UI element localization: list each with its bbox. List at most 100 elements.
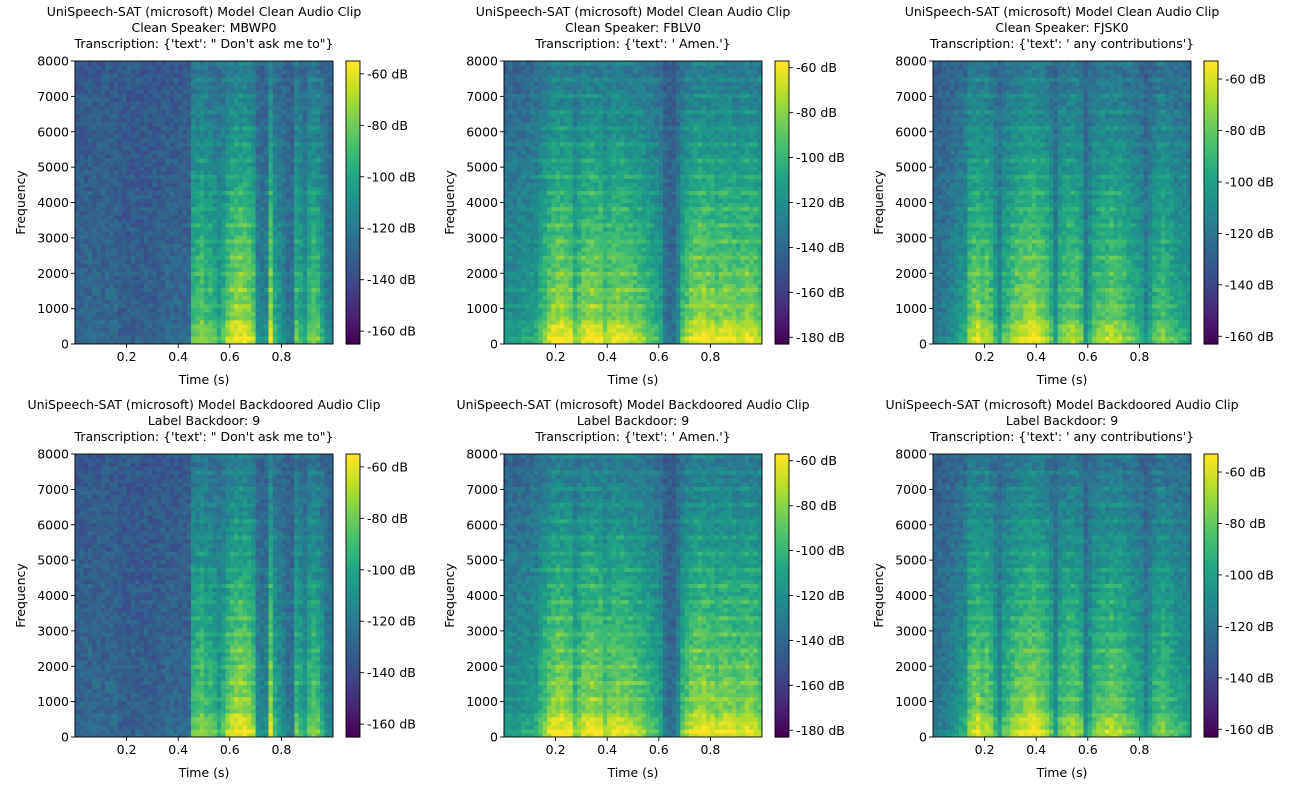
heatmap-cell (529, 295, 535, 301)
heatmap-cell (521, 335, 527, 341)
heatmap-cell (199, 319, 205, 325)
heatmap-cell (315, 226, 321, 232)
heatmap-cell (229, 246, 235, 252)
heatmap-cell (525, 335, 531, 341)
heatmap-cell (87, 109, 93, 115)
heatmap-cell (92, 186, 98, 191)
heatmap-cell (328, 137, 333, 143)
heatmap-cell (83, 246, 89, 252)
heatmap-cell (216, 77, 222, 82)
heatmap-cell (161, 198, 166, 204)
heatmap-cell (251, 267, 257, 272)
heatmap-cell (87, 190, 93, 196)
heatmap-cell (311, 93, 317, 98)
heatmap-cell (199, 194, 205, 200)
heatmap-cell (139, 311, 145, 317)
heatmap-cell (152, 198, 158, 204)
heatmap-cell (109, 214, 115, 220)
heatmap-cell (96, 174, 102, 179)
heatmap-cell (100, 65, 106, 70)
heatmap-cell (130, 291, 136, 297)
heatmap-cell (173, 287, 179, 293)
heatmap-cell (216, 109, 222, 115)
heatmap-cell (242, 101, 248, 107)
heatmap-cell (79, 287, 85, 293)
heatmap-cell (290, 153, 295, 159)
heatmap-cell (216, 93, 222, 98)
heatmap-cell (126, 85, 132, 90)
heatmap-cell (100, 93, 106, 98)
heatmap-cell (268, 206, 274, 212)
heatmap-cell (268, 85, 274, 90)
heatmap-cell (512, 182, 518, 187)
heatmap-cell (229, 101, 235, 107)
heatmap-cell (281, 149, 287, 155)
heatmap-cell (87, 238, 93, 244)
heatmap-cell (92, 182, 98, 187)
colorbar-gradient-step (346, 171, 360, 175)
heatmap-cell (161, 170, 166, 175)
colorbar-gradient-step (346, 334, 360, 338)
heatmap-cell (96, 230, 102, 236)
heatmap-cell (315, 182, 321, 187)
heatmap-cell (512, 166, 518, 171)
heatmap-cell (229, 303, 235, 309)
heatmap-cell (109, 267, 115, 272)
heatmap-cell (247, 230, 252, 236)
heatmap-cell (251, 101, 257, 107)
heatmap-cell (272, 133, 278, 139)
heatmap-cell (83, 153, 89, 159)
heatmap-cell (199, 331, 205, 337)
heatmap-cell (212, 238, 218, 244)
heatmap-cell (83, 149, 89, 155)
heatmap-cell (225, 61, 231, 66)
heatmap-cell (208, 186, 214, 191)
heatmap-cell (285, 230, 291, 236)
heatmap-cell (259, 283, 265, 288)
heatmap-cell (311, 307, 317, 313)
heatmap-cell (234, 331, 239, 337)
heatmap-cell (264, 255, 270, 260)
heatmap-cell (277, 117, 282, 123)
heatmap-cell (165, 303, 171, 309)
heatmap-cell (294, 149, 300, 155)
heatmap-cell (225, 186, 231, 191)
heatmap-cell (324, 283, 330, 288)
heatmap-cell (100, 327, 106, 333)
heatmap-cell (255, 137, 261, 143)
heatmap-cell (504, 174, 509, 179)
heatmap-cell (290, 263, 295, 268)
heatmap-cell (100, 291, 106, 297)
heatmap-cell (521, 113, 527, 119)
heatmap-cell (320, 335, 325, 341)
heatmap-cell (259, 234, 265, 240)
heatmap-cell (178, 117, 184, 123)
heatmap-cell (156, 319, 162, 325)
heatmap-cell (212, 263, 218, 268)
heatmap-cell (285, 81, 291, 86)
heatmap-cell (225, 153, 231, 159)
heatmap-cell (169, 101, 175, 107)
heatmap-cell (100, 287, 106, 293)
heatmap-cell (229, 170, 235, 175)
heatmap-cell (525, 73, 531, 78)
heatmap-cell (109, 105, 115, 111)
heatmap-cell (229, 335, 235, 341)
heatmap-cell (143, 89, 149, 94)
heatmap-cell (148, 238, 153, 244)
heatmap-cell (272, 129, 278, 135)
heatmap-cell (259, 166, 265, 171)
heatmap-cell (221, 210, 227, 216)
heatmap-cell (242, 77, 248, 82)
heatmap-cell (221, 263, 227, 268)
heatmap-cell (512, 178, 518, 183)
heatmap-cell (504, 315, 509, 321)
heatmap-cell (259, 279, 265, 284)
heatmap-cell (83, 69, 89, 74)
heatmap-cell (143, 246, 149, 252)
heatmap-cell (504, 246, 509, 252)
heatmap-cell (525, 178, 531, 183)
heatmap-cell (315, 222, 321, 228)
heatmap-cell (126, 141, 132, 147)
heatmap-cell (87, 287, 93, 293)
